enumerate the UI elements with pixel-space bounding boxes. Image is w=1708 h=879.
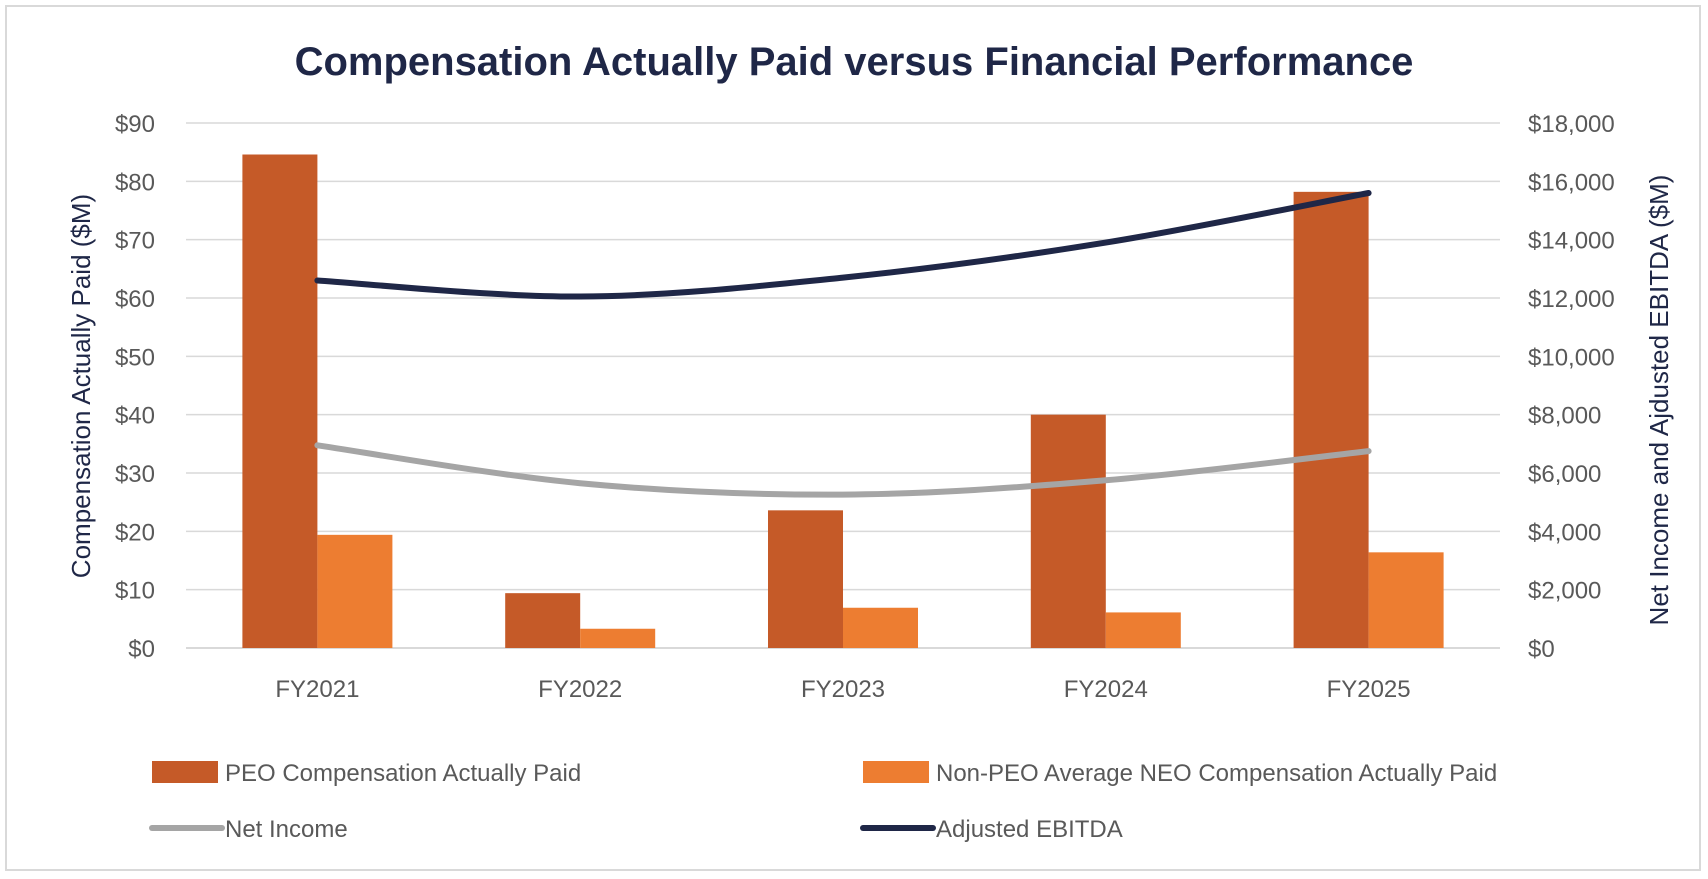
legend-item: Net Income (149, 816, 348, 843)
bar-peo-fy2024 (1030, 414, 1106, 648)
legend-item: Adjusted EBITDA (860, 816, 1123, 843)
legend-item: Non-PEO Average NEO Compensation Actuall… (863, 760, 1497, 787)
right-tick-label: $4,000 (1528, 519, 1601, 546)
right-tick-label: $10,000 (1528, 344, 1615, 371)
legend-item: PEO Compensation Actually Paid (152, 760, 581, 787)
x-tick-label: FY2022 (538, 676, 622, 703)
bar-peo-fy2021 (242, 154, 318, 648)
legend-swatch (863, 761, 929, 783)
right-tick-label: $2,000 (1528, 578, 1601, 605)
line-net-income (314, 442, 1372, 498)
left-tick-label: $60 (115, 286, 155, 313)
legend-label: PEO Compensation Actually Paid (225, 760, 581, 787)
left-axis-ticks: $0 $10 $20 $30 $40 $50 $60 $70 $80 $90 (115, 111, 155, 663)
line-adjusted-ebitda (314, 190, 1372, 300)
right-tick-label: $16,000 (1528, 169, 1615, 196)
legend-label: Non-PEO Average NEO Compensation Actuall… (936, 760, 1497, 787)
x-tick-label: FY2024 (1064, 676, 1148, 703)
left-tick-label: $30 (115, 461, 155, 488)
bar-non-peo-fy2024 (1105, 612, 1181, 648)
right-axis-title: Net Income and Ajdusted EBITDA ($M) (1644, 175, 1674, 626)
line-layer (314, 190, 1372, 498)
legend-swatch (152, 761, 218, 783)
bar-peo-fy2025 (1293, 191, 1369, 649)
left-tick-label: $80 (115, 169, 155, 196)
right-tick-label: $18,000 (1528, 111, 1615, 138)
bar-layer (242, 154, 1444, 649)
bar-peo-fy2022 (505, 593, 581, 648)
legend-label: Net Income (225, 816, 348, 843)
left-tick-label: $20 (115, 519, 155, 546)
x-axis-ticks: FY2021 FY2022 FY2023 FY2024 FY2025 (275, 676, 1410, 703)
bar-non-peo-fy2022 (580, 628, 656, 648)
left-tick-label: $0 (128, 636, 155, 663)
legend: PEO Compensation Actually Paid Non-PEO Av… (149, 760, 1497, 843)
right-tick-label: $6,000 (1528, 461, 1601, 488)
left-axis-title: Compensation Actually Paid ($M) (66, 194, 96, 578)
bar-peo-fy2023 (768, 510, 843, 648)
x-tick-label: FY2021 (275, 676, 359, 703)
chart-title: Compensation Actually Paid versus Financ… (295, 40, 1414, 84)
left-tick-label: $50 (115, 344, 155, 371)
left-tick-label: $10 (115, 578, 155, 605)
left-tick-label: $70 (115, 228, 155, 255)
x-tick-label: FY2023 (801, 676, 885, 703)
left-tick-label: $90 (115, 111, 155, 138)
grid-layer (186, 122, 1500, 649)
right-tick-label: $12,000 (1528, 286, 1615, 313)
legend-label: Adjusted EBITDA (936, 816, 1123, 843)
right-axis-ticks: $0 $2,000 $4,000 $6,000 $8,000 $10,000 $12,000… (1528, 111, 1615, 663)
bar-non-peo-fy2021 (317, 534, 393, 648)
x-tick-label: FY2025 (1327, 676, 1411, 703)
left-tick-label: $40 (115, 403, 155, 430)
right-tick-label: $14,000 (1528, 228, 1615, 255)
bar-non-peo-fy2023 (843, 607, 918, 648)
bar-non-peo-fy2025 (1368, 552, 1444, 648)
right-tick-label: $0 (1528, 636, 1555, 663)
right-tick-label: $8,000 (1528, 403, 1601, 430)
